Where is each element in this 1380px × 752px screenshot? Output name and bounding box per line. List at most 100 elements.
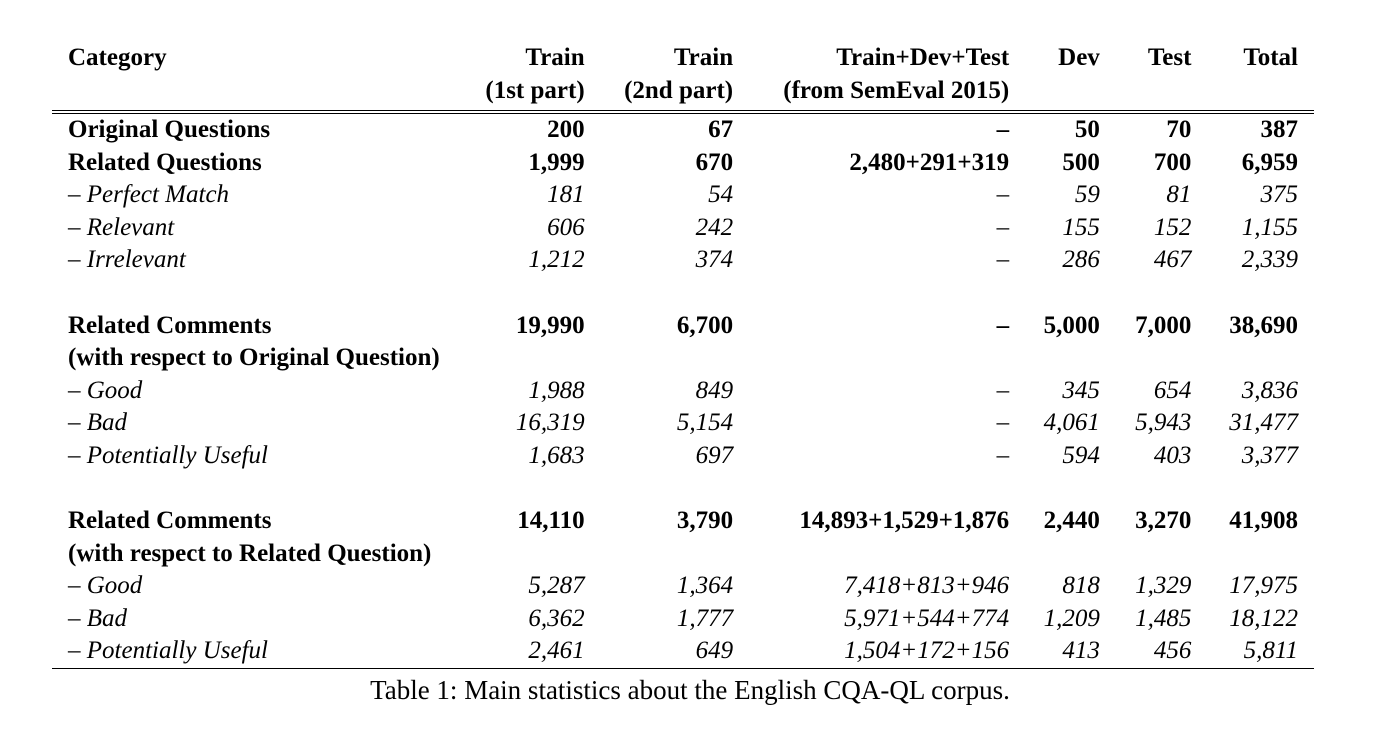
cell-train-1st: 16,319 [515,409,585,437]
table-row: – Irrelevant 1,212 374 – 286 467 2,339 [52,244,1314,277]
cell-train-2nd: 242 [695,213,734,241]
cell-total: 3,377 [1241,441,1298,469]
header-category-blank [52,74,480,114]
row-category: – Potentially Useful [52,635,480,669]
header-train-1st-line2: (1st part) [479,74,585,114]
row-category-qualifier: (with respect to Original Question) [68,344,440,372]
cell-train-2nd: 649 [584,635,734,669]
cell-total: 5,811 [1191,635,1314,669]
table-header: Category Train Train Train+Dev+Test Dev … [52,38,1314,114]
cell-train-1st: 200 [547,116,585,143]
cell-train-2nd: 670 [695,148,734,176]
header-row-2: (1st part) (2nd part) (from SemEval 2015… [52,74,1314,114]
cell-test: 700 [1153,148,1192,176]
spacer-row [52,277,1314,310]
header-semeval-line2: (from SemEval 2015) [733,74,1010,114]
table-row: Related Comments 19,990 6,700 – 5,000 7,… [52,309,1314,342]
cell-dev: 155 [1062,213,1100,241]
cell-test: 467 [1153,246,1192,274]
cell-train-1st: 5,287 [528,572,585,600]
cell-dev: 50 [1074,116,1100,143]
table-row: Related Questions 1,999 670 2,480+291+31… [52,147,1314,180]
cell-train-1st: 1,212 [528,246,585,274]
cell-test: 70 [1166,116,1192,143]
cell-semeval: – [996,409,1010,437]
cell-train-2nd: 849 [695,376,734,404]
row-category: Related Comments [68,507,272,535]
row-category: – Irrelevant [68,246,186,274]
spacer-cell [52,277,1314,310]
cell-test: 1,485 [1135,604,1192,632]
row-category: – Good [68,376,143,404]
row-category-qualifier: (with respect to Related Question) [68,539,432,567]
cell-total: 41,908 [1229,507,1298,535]
spacer-cell [52,472,1314,505]
cell-train-1st: 606 [547,213,585,241]
cell-train-1st: 2,461 [479,635,585,669]
table-row: – Perfect Match 181 54 – 59 81 375 [52,179,1314,212]
cell-semeval: – [996,441,1010,469]
cell-semeval: – [996,311,1010,339]
table-row: – Potentially Useful 2,461 649 1,504+172… [52,635,1314,669]
cell-dev: 2,440 [1043,507,1100,535]
cell-test: 152 [1153,213,1192,241]
table-row: (with respect to Related Question) [52,538,1314,571]
header-test: Test [1147,44,1192,71]
cell-test: 81 [1166,181,1192,209]
cell-total: 2,339 [1241,246,1298,274]
cell-semeval: – [996,376,1010,404]
table-row: (with respect to Original Question) [52,342,1314,375]
cell-semeval: – [996,213,1010,241]
cell-train-2nd: 3,790 [676,507,734,535]
header-train-1st-line1: Train [525,44,585,71]
row-category: – Perfect Match [68,181,230,209]
cell-train-2nd: 1,364 [676,572,734,600]
row-category: – Bad [68,604,128,632]
header-semeval-line1: Train+Dev+Test [836,44,1010,71]
cell-dev: 4,061 [1043,409,1100,437]
cell-dev: 1,209 [1043,604,1100,632]
cell-dev: 286 [1062,246,1100,274]
cell-train-1st: 181 [547,181,585,209]
cell-train-2nd: 374 [695,246,734,274]
cell-total: 18,122 [1229,604,1298,632]
spacer-row [52,472,1314,505]
cell-total: 31,477 [1229,409,1298,437]
cell-total: 1,155 [1241,213,1298,241]
row-category: – Bad [68,409,128,437]
cell-train-1st: 19,990 [515,311,585,339]
cell-total: 38,690 [1229,311,1298,339]
cell-train-2nd: 67 [708,116,734,143]
cell-train-1st: 14,110 [517,507,585,535]
row-category: Original Questions [68,116,271,143]
header-dev-blank [1009,74,1100,114]
cell-total: 6,959 [1241,148,1298,176]
table-row: Related Comments 14,110 3,790 14,893+1,5… [52,505,1314,538]
cell-train-1st: 1,999 [528,148,585,176]
header-train-2nd-line2: (2nd part) [584,74,734,114]
cell-semeval: – [996,246,1010,274]
cell-dev: 594 [1062,441,1100,469]
cell-train-2nd: 697 [695,441,734,469]
header-dev: Dev [1058,44,1100,71]
row-category: – Relevant [68,213,175,241]
cell-train-2nd: 6,700 [676,311,734,339]
cell-dev: 500 [1062,148,1100,176]
header-total-blank [1191,74,1314,114]
header-train-2nd-line1: Train [673,44,734,71]
cell-semeval: 5,971+544+774 [844,604,1010,632]
cell-test: 3,270 [1135,507,1192,535]
table-row: – Good 5,287 1,364 7,418+813+946 818 1,3… [52,570,1314,603]
table-row: – Potentially Useful 1,683 697 – 594 403… [52,440,1314,473]
cell-test: 654 [1153,376,1192,404]
table-row: – Relevant 606 242 – 155 152 1,155 [52,212,1314,245]
table-row: Original Questions 200 67 – 50 70 387 [52,112,1314,147]
cell-total: 387 [1260,116,1299,143]
cell-dev: 59 [1074,181,1100,209]
cell-test: 403 [1153,441,1192,469]
cell-test: 5,943 [1135,409,1192,437]
table-body: Original Questions 200 67 – 50 70 387 Re… [52,112,1314,669]
cell-dev: 818 [1062,572,1100,600]
cell-train-2nd: 1,777 [676,604,734,632]
header-row-1: Category Train Train Train+Dev+Test Dev … [52,38,1314,75]
